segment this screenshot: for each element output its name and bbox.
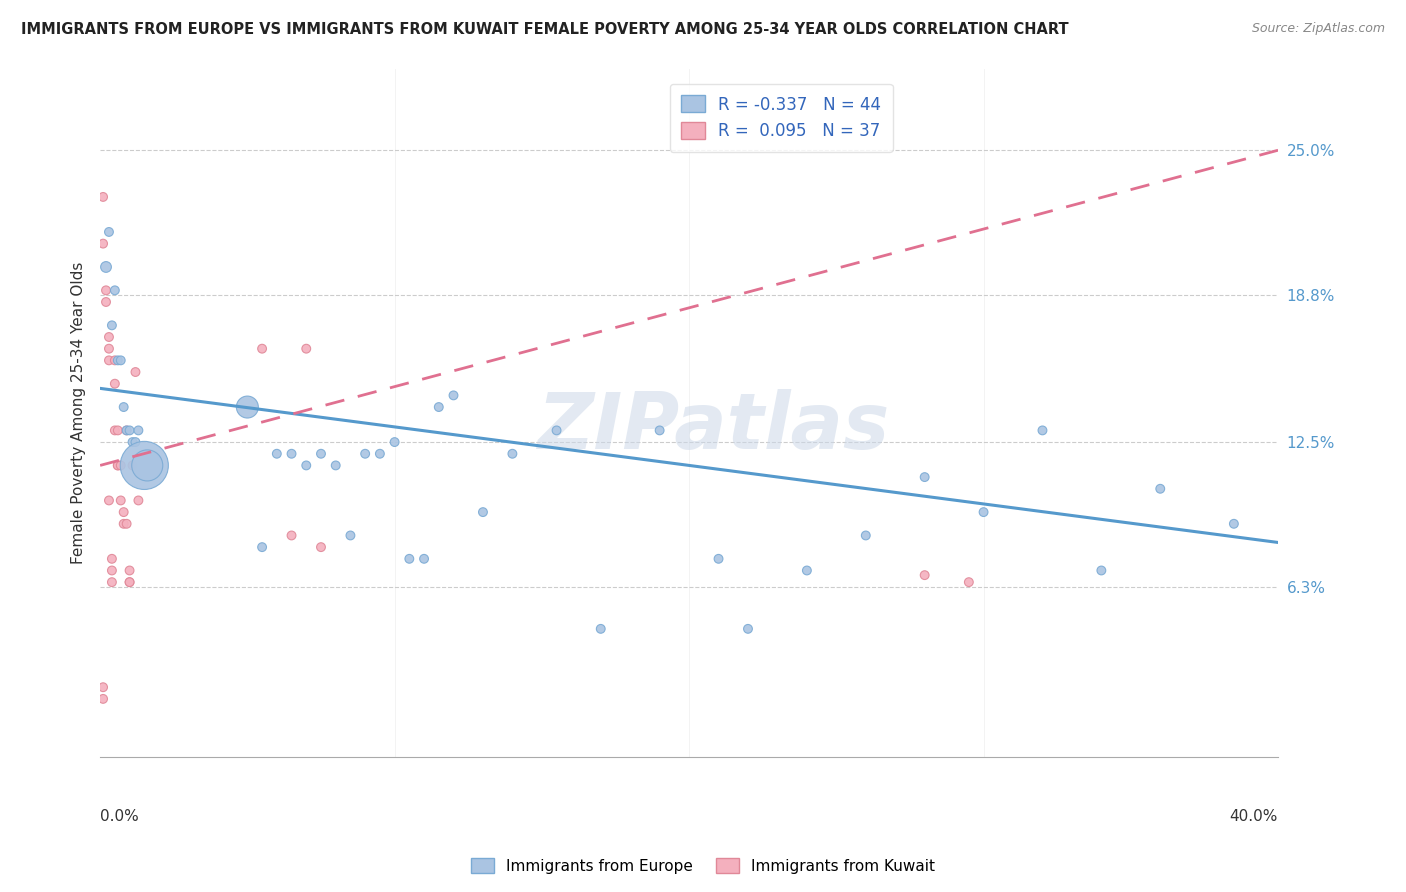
Point — [91, 692, 114, 706]
Point — [115, 424, 138, 438]
Point — [413, 551, 436, 566]
Point — [118, 575, 141, 590]
Point — [855, 528, 877, 542]
Point — [94, 260, 117, 274]
Point — [973, 505, 995, 519]
Text: ZIPatlas: ZIPatlas — [537, 389, 889, 465]
Point — [957, 575, 980, 590]
Point — [443, 388, 465, 402]
Point — [94, 283, 117, 297]
Point — [796, 564, 818, 578]
Point — [118, 575, 141, 590]
Point — [136, 458, 159, 473]
Point — [127, 424, 149, 438]
Point — [97, 353, 120, 368]
Point — [471, 505, 494, 519]
Legend: R = -0.337   N = 44, R =  0.095   N = 37: R = -0.337 N = 44, R = 0.095 N = 37 — [669, 84, 893, 152]
Point — [107, 424, 129, 438]
Point — [97, 330, 120, 344]
Text: IMMIGRANTS FROM EUROPE VS IMMIGRANTS FROM KUWAIT FEMALE POVERTY AMONG 25-34 YEAR: IMMIGRANTS FROM EUROPE VS IMMIGRANTS FRO… — [21, 22, 1069, 37]
Point — [112, 400, 135, 414]
Point — [97, 493, 120, 508]
Point — [104, 353, 127, 368]
Point — [325, 458, 347, 473]
Point — [112, 516, 135, 531]
Point — [127, 493, 149, 508]
Point — [384, 435, 406, 450]
Point — [914, 470, 936, 484]
Point — [1223, 516, 1246, 531]
Point — [309, 447, 332, 461]
Point — [121, 435, 143, 450]
Point — [115, 424, 138, 438]
Point — [398, 551, 420, 566]
Point — [97, 225, 120, 239]
Y-axis label: Female Poverty Among 25-34 Year Olds: Female Poverty Among 25-34 Year Olds — [72, 261, 86, 564]
Point — [91, 680, 114, 694]
Point — [107, 458, 129, 473]
Point — [501, 447, 523, 461]
Point — [427, 400, 450, 414]
Point — [118, 424, 141, 438]
Point — [91, 190, 114, 204]
Point — [266, 447, 288, 461]
Point — [134, 458, 156, 473]
Point — [115, 516, 138, 531]
Point — [107, 353, 129, 368]
Point — [124, 435, 146, 450]
Point — [101, 564, 124, 578]
Point — [97, 342, 120, 356]
Point — [250, 342, 273, 356]
Point — [354, 447, 377, 461]
Point — [101, 575, 124, 590]
Point — [107, 458, 129, 473]
Point — [295, 458, 318, 473]
Text: 40.0%: 40.0% — [1230, 809, 1278, 823]
Point — [280, 528, 302, 542]
Point — [104, 376, 127, 391]
Point — [546, 424, 568, 438]
Point — [91, 236, 114, 251]
Point — [101, 318, 124, 333]
Point — [124, 365, 146, 379]
Point — [368, 447, 391, 461]
Point — [914, 568, 936, 582]
Point — [104, 283, 127, 297]
Point — [339, 528, 361, 542]
Point — [110, 493, 132, 508]
Legend: Immigrants from Europe, Immigrants from Kuwait: Immigrants from Europe, Immigrants from … — [465, 852, 941, 880]
Point — [121, 458, 143, 473]
Point — [1149, 482, 1171, 496]
Point — [295, 342, 318, 356]
Point — [94, 295, 117, 310]
Point — [110, 353, 132, 368]
Point — [250, 540, 273, 554]
Text: 0.0%: 0.0% — [100, 809, 139, 823]
Point — [737, 622, 759, 636]
Text: Source: ZipAtlas.com: Source: ZipAtlas.com — [1251, 22, 1385, 36]
Point — [118, 564, 141, 578]
Point — [1031, 424, 1053, 438]
Point — [110, 458, 132, 473]
Point — [589, 622, 612, 636]
Point — [280, 447, 302, 461]
Point — [112, 505, 135, 519]
Point — [309, 540, 332, 554]
Point — [101, 551, 124, 566]
Point — [707, 551, 730, 566]
Point — [236, 400, 259, 414]
Point — [104, 424, 127, 438]
Point — [1090, 564, 1112, 578]
Point — [648, 424, 671, 438]
